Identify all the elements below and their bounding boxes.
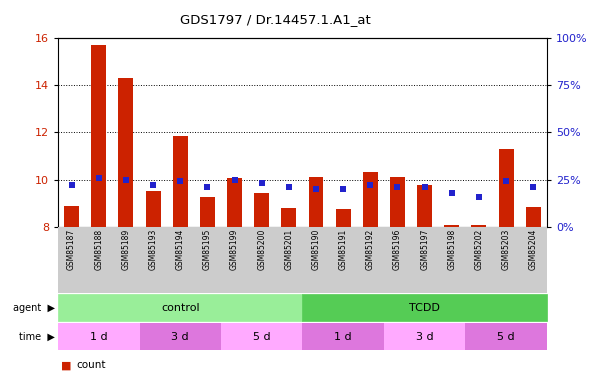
Point [94,175,104,181]
Text: 3 d: 3 d [416,332,433,342]
Point [121,177,131,183]
Text: GSM85196: GSM85196 [393,229,402,270]
Text: 5 d: 5 d [253,332,271,342]
Text: ■: ■ [61,360,71,370]
Text: agent  ▶: agent ▶ [13,303,55,313]
Text: GSM85197: GSM85197 [420,229,429,270]
Bar [526,207,541,227]
Text: 3 d: 3 d [172,332,189,342]
Bar [417,186,432,227]
Text: GDS1797 / Dr.14457.1.A1_at: GDS1797 / Dr.14457.1.A1_at [180,13,370,26]
Bar [173,136,188,227]
Text: GSM85189: GSM85189 [122,229,130,270]
Point [501,178,511,184]
Bar [309,177,323,227]
Bar [254,192,269,227]
Point [447,190,456,196]
Bar [444,225,459,227]
Text: time  ▶: time ▶ [19,332,55,342]
Point [230,177,240,183]
Text: 1 d: 1 d [334,332,352,342]
Point [202,184,212,190]
Text: GSM85202: GSM85202 [475,229,483,270]
Point [529,184,538,190]
Text: GSM85192: GSM85192 [366,229,375,270]
Bar [64,206,79,227]
Text: count: count [76,360,106,370]
Bar [119,78,133,227]
Text: GSM85188: GSM85188 [94,229,103,270]
Text: GSM85195: GSM85195 [203,229,212,270]
Text: GSM85203: GSM85203 [502,229,511,270]
Text: TCDD: TCDD [409,303,440,313]
Point [338,186,348,192]
Text: GSM85194: GSM85194 [176,229,185,270]
Text: GSM85204: GSM85204 [529,229,538,270]
Bar [363,172,378,227]
Bar [335,209,351,227]
Text: GSM85201: GSM85201 [284,229,293,270]
Text: GSM85187: GSM85187 [67,229,76,270]
Bar [499,149,514,227]
Point [148,182,158,188]
Text: 5 d: 5 d [497,332,515,342]
Point [175,178,185,184]
Text: GSM85193: GSM85193 [148,229,158,270]
Point [365,182,375,188]
Text: GSM85190: GSM85190 [312,229,321,270]
Point [311,186,321,192]
Text: 1 d: 1 d [90,332,108,342]
Bar [227,178,242,227]
Bar [282,208,296,227]
Point [420,184,430,190]
Text: GSM85200: GSM85200 [257,229,266,270]
Point [257,180,266,186]
Text: control: control [161,303,200,313]
Point [67,182,76,188]
Point [284,184,294,190]
Text: GSM85199: GSM85199 [230,229,239,270]
Bar [472,225,486,227]
Bar [390,177,405,227]
Bar [145,191,161,227]
Point [474,194,484,200]
Bar [200,197,215,227]
Point [393,184,403,190]
Bar [91,45,106,227]
Text: GSM85198: GSM85198 [447,229,456,270]
Text: GSM85191: GSM85191 [338,229,348,270]
